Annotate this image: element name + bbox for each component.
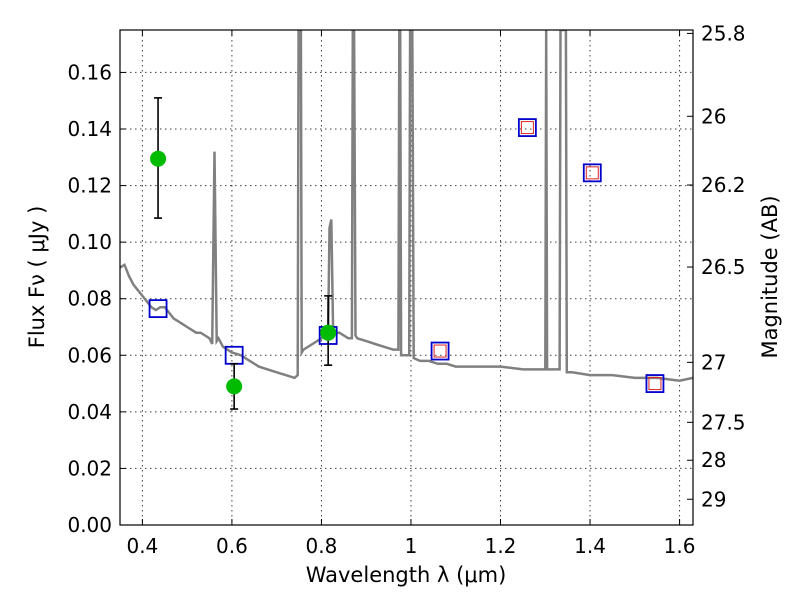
model-square xyxy=(148,299,168,319)
y-tick-label: 0.00 xyxy=(67,513,112,537)
x-tick-label: 0.8 xyxy=(306,534,338,558)
y-axis-label: Flux Fν ( μJy ) xyxy=(25,206,49,349)
label-layer: 0.4 0.6 0.8 1 1.2 1.4 1.6 0.00 0.02 0.04 0.06 0.08 0… xyxy=(67,21,745,558)
x-tick-label: 1.6 xyxy=(664,534,696,558)
y-tick-label: 0.08 xyxy=(67,287,112,311)
y2-tick-label: 25.8 xyxy=(701,21,746,45)
y2-tick-label: 27 xyxy=(701,350,726,374)
y2-tick-label: 27.5 xyxy=(701,410,746,434)
x-axis-label: Wavelength λ (μm) xyxy=(306,563,507,587)
y2-tick-label: 26 xyxy=(701,104,726,128)
y2-axis-label: Magnitude (AB) xyxy=(758,195,782,358)
photometry-point xyxy=(226,378,243,395)
y2-tick-label: 28 xyxy=(701,448,726,472)
y-tick-label: 0.10 xyxy=(67,230,112,254)
y2-tick-label: 26.5 xyxy=(701,255,746,279)
y-tick-label: 0.12 xyxy=(67,174,112,198)
y2-tick-label: 26.2 xyxy=(701,173,746,197)
grid-layer xyxy=(120,30,693,526)
model-square xyxy=(582,163,602,183)
model-square xyxy=(645,374,665,393)
x-tick-label: 0.6 xyxy=(216,534,248,558)
x-tick-label: 0.4 xyxy=(126,534,158,558)
y-tick-label: 0.06 xyxy=(67,343,112,367)
plot-layer xyxy=(120,30,693,410)
model-inner-square xyxy=(433,344,447,358)
x-tick-label: 1.4 xyxy=(574,534,606,558)
model-square xyxy=(430,341,450,361)
y-tick-label: 0.02 xyxy=(67,456,112,480)
model-square xyxy=(517,118,537,137)
tick-layer xyxy=(120,30,693,526)
photometry-point xyxy=(320,324,337,341)
x-tick-label: 1.2 xyxy=(485,534,517,558)
y-tick-label: 0.14 xyxy=(67,117,112,141)
plot-frame xyxy=(119,29,694,526)
model-inner-square xyxy=(648,377,662,391)
y-tick-label: 0.16 xyxy=(67,60,112,84)
y2-tick-label: 29 xyxy=(701,487,726,511)
model-inner-square xyxy=(520,121,534,135)
model-inner-square xyxy=(585,166,599,180)
x-tick-label: 1 xyxy=(405,534,418,558)
y-tick-label: 0.04 xyxy=(67,400,112,424)
sed-line xyxy=(120,30,693,382)
photometry-point xyxy=(150,150,167,167)
